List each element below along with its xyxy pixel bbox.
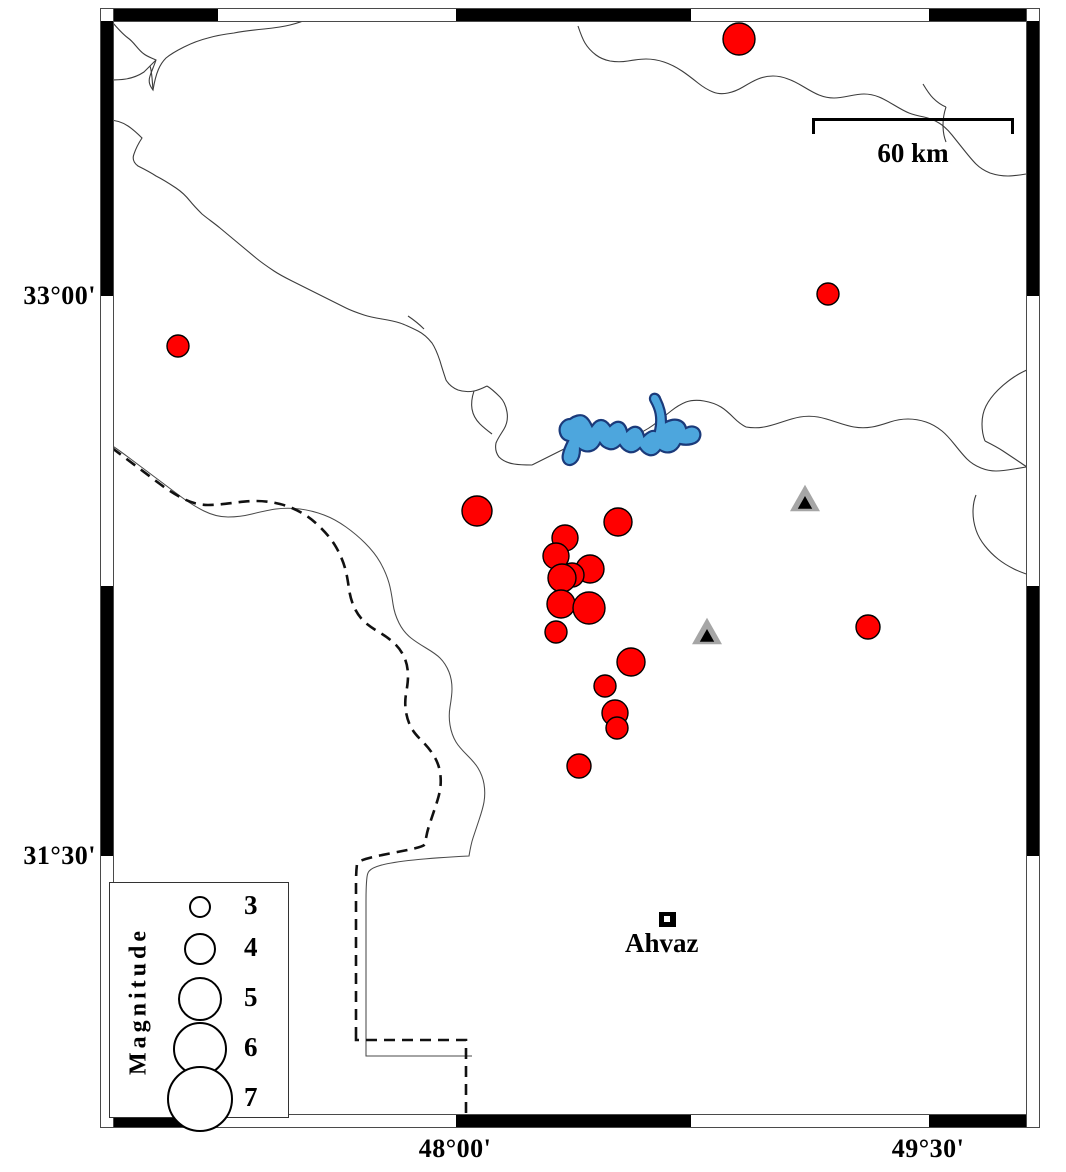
reservoir-lake — [558, 392, 702, 467]
legend-label-m3: 3 — [244, 890, 258, 920]
lon-label-49-30: 49°30' — [891, 1134, 965, 1163]
graticule-top — [100, 8, 1040, 22]
scale-bar — [812, 118, 1014, 134]
legend-label-m5: 5 — [244, 982, 258, 1012]
legend-circle-m7 — [167, 1066, 233, 1132]
international-border-dashed — [111, 446, 468, 1120]
legend-label-m6: 6 — [244, 1032, 258, 1062]
graticule-left — [100, 8, 114, 1128]
magnitude-legend: Magnitude 3 4 5 6 7 — [109, 882, 289, 1132]
lat-label-31-30: 31°30' — [23, 841, 96, 870]
legend-label-m7: 7 — [244, 1082, 258, 1112]
legend-circle-m4 — [184, 933, 216, 965]
legend-circle-m5 — [178, 977, 222, 1021]
legend-title: Magnitude — [125, 927, 152, 1076]
legend-circles — [166, 889, 234, 1132]
legend-numbers: 3 4 5 6 7 — [240, 889, 284, 1113]
legend-label-m4: 4 — [244, 932, 258, 962]
graticule-right — [1026, 8, 1040, 1128]
lon-label-48-00: 48°00' — [418, 1134, 492, 1163]
lat-label-33-00: 33°00' — [23, 281, 96, 310]
city-marker-ahvaz — [659, 912, 676, 927]
city-label-ahvaz: Ahvaz — [625, 928, 699, 958]
scale-bar-label: 60 km — [877, 138, 949, 168]
legend-circle-m3 — [189, 896, 211, 918]
administrative-boundaries — [108, 16, 1032, 577]
national-boundary-solid — [108, 442, 486, 1057]
